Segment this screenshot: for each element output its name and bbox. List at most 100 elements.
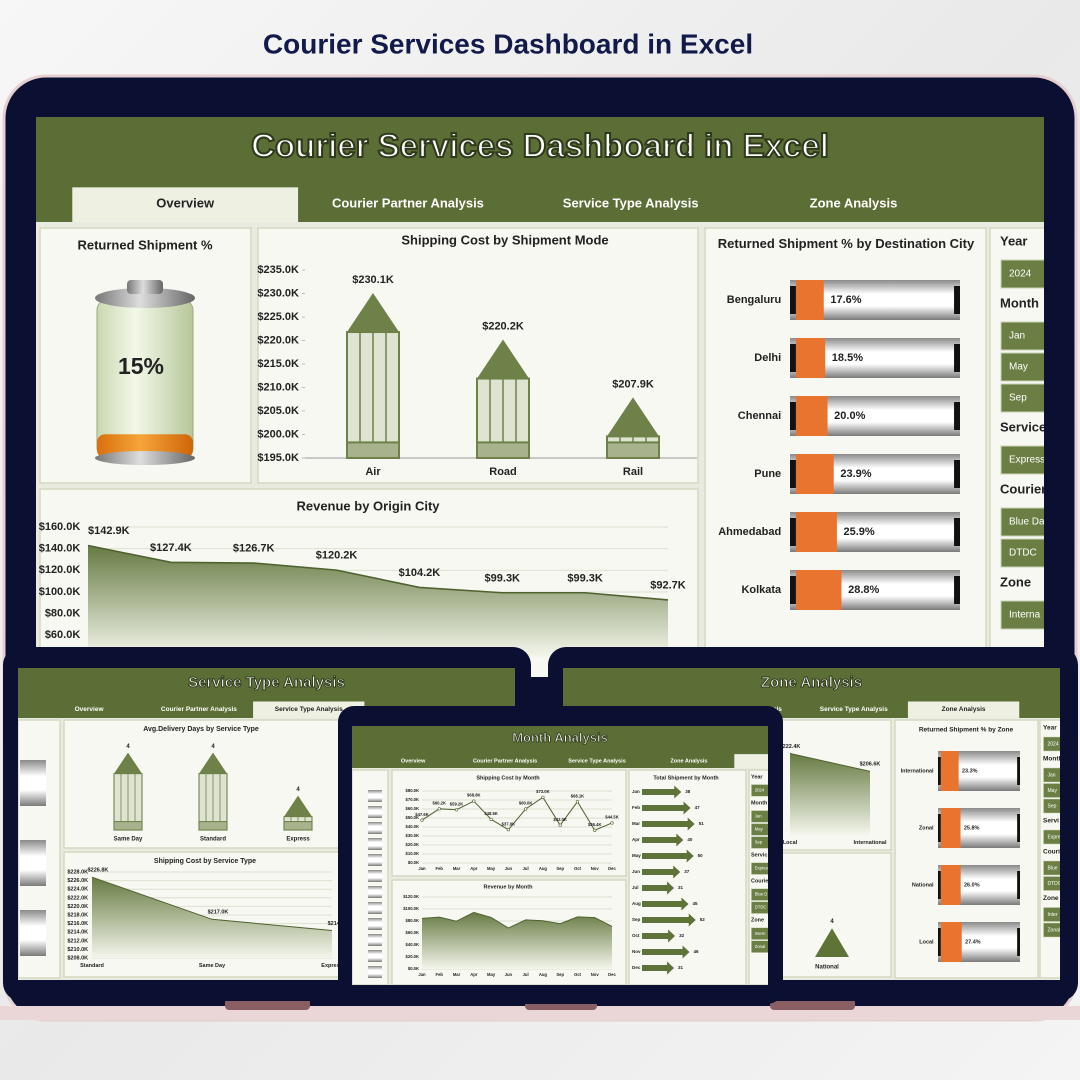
tab[interactable]: Courier Partner Analysis	[473, 758, 537, 764]
slicer-item[interactable]: 2024	[1048, 741, 1059, 747]
slicer-button[interactable]	[1043, 767, 1074, 783]
slicer-item[interactable]: Inter	[1048, 912, 1058, 918]
slicer-button[interactable]	[1043, 783, 1074, 798]
slicer-button[interactable]	[1000, 600, 1061, 630]
slicer-button[interactable]	[1000, 352, 1061, 382]
chart-title: Revenue by Origin City	[296, 498, 440, 513]
tab[interactable]: Zone Analysis	[670, 758, 707, 764]
slicer-stub	[368, 934, 382, 946]
slicer-button[interactable]	[751, 810, 776, 823]
slicer-item[interactable]: Intern	[755, 931, 766, 936]
slicer-item[interactable]: Blue	[1048, 865, 1058, 871]
slicer-item[interactable]: Express	[1009, 455, 1045, 466]
arrow-bar	[642, 785, 682, 799]
slicer-button[interactable]	[1043, 736, 1074, 752]
row-label: Chennai	[738, 410, 781, 422]
tab[interactable]: Overview	[156, 196, 215, 211]
x-tick-label: Standard	[200, 837, 226, 843]
slicer-button[interactable]	[1000, 538, 1061, 568]
slicer-item[interactable]: Blue D	[755, 892, 768, 897]
tab[interactable]: Overview	[401, 758, 426, 764]
bar	[795, 454, 834, 494]
slicer-button[interactable]	[1000, 507, 1061, 537]
row-label: International	[901, 768, 934, 774]
slicer-item[interactable]: Expres	[755, 866, 768, 871]
slicer-item[interactable]: Sep	[1048, 803, 1057, 809]
slicer-item[interactable]: DTDC	[1009, 548, 1037, 559]
tab[interactable]: Courier Partner Analysis	[332, 196, 484, 211]
tab[interactable]: Zone Analysis	[942, 706, 986, 713]
data-label: 4	[296, 787, 300, 793]
slicer-button[interactable]	[1043, 876, 1074, 891]
tab[interactable]: Courier Partner Analysis	[161, 706, 237, 713]
line	[421, 796, 613, 831]
tab[interactable]: Service Type Analysis	[568, 758, 625, 764]
slicer-button[interactable]	[1043, 798, 1074, 814]
slicer-item[interactable]: May	[1048, 788, 1058, 794]
slicer-button[interactable]	[751, 823, 776, 836]
pencil-base	[476, 441, 530, 459]
x-tick-label: National	[815, 965, 839, 971]
x-tick-label: Sep	[556, 972, 564, 977]
slicer-stub	[368, 790, 382, 802]
data-label: 25.8%	[964, 825, 980, 831]
slicer-item[interactable]: Expre	[1048, 834, 1061, 840]
bar	[940, 808, 961, 848]
tab[interactable]: Service Type Analysis	[820, 706, 888, 713]
y-tick-label: $214.0K	[67, 930, 88, 936]
y-tick-label: $208.0K	[67, 955, 88, 961]
data-label: $217.0K	[208, 910, 229, 916]
data-label: 23.9%	[840, 468, 871, 480]
y-tick-label: $80.0K	[45, 608, 81, 620]
slicer-item[interactable]: Blue Da	[1009, 517, 1045, 528]
slicer-button[interactable]	[751, 901, 776, 914]
slicer-button[interactable]	[751, 888, 776, 901]
slicer-item[interactable]: May	[755, 827, 764, 832]
slicer-stub	[368, 918, 382, 930]
row-label: Pune	[754, 468, 781, 480]
slicer-button[interactable]	[1000, 321, 1061, 351]
slicer-button[interactable]	[1043, 860, 1074, 876]
arrow-bar	[642, 929, 676, 943]
slicer-item[interactable]: Interna	[1009, 610, 1041, 621]
slicer-button[interactable]	[751, 927, 776, 940]
slicer-stub	[20, 760, 46, 806]
slicer-item[interactable]: Zonal	[755, 944, 766, 949]
y-tick-label: $20.0K	[406, 954, 420, 959]
slicer-button[interactable]	[1000, 445, 1061, 475]
slicer-item[interactable]: Sep	[1009, 393, 1027, 404]
slicer-button[interactable]	[1000, 383, 1061, 413]
line	[789, 753, 871, 772]
line	[421, 911, 613, 929]
tab[interactable]: Zone Analysis	[810, 196, 898, 211]
slicer-item[interactable]: 2024	[755, 788, 765, 793]
row-label: Ahmedabad	[718, 526, 781, 538]
data-label: $47.6K	[415, 812, 429, 817]
tab[interactable]: Service Type Analysis	[275, 706, 343, 713]
tab[interactable]: Overview	[75, 706, 105, 713]
slicer-item[interactable]: DTDC	[1048, 881, 1062, 887]
slicer-item[interactable]: Jan	[1009, 331, 1025, 342]
slicer-button[interactable]	[751, 862, 776, 875]
slicer-button[interactable]	[751, 836, 776, 849]
slicer-button[interactable]	[751, 784, 776, 797]
tab[interactable]: Service Type Analysis	[563, 196, 699, 211]
data-label: $68.1K	[571, 793, 585, 798]
slicer-button[interactable]	[1043, 907, 1074, 922]
slicer-item[interactable]: Jan	[755, 814, 762, 819]
row-label: Oct	[632, 933, 640, 938]
slicer-item[interactable]: Zonal	[1048, 927, 1061, 933]
track-cap	[938, 757, 941, 785]
slicer-item[interactable]: DTDC	[755, 905, 767, 910]
x-tick-label: Aug	[539, 972, 548, 977]
slicer-button[interactable]	[1043, 922, 1074, 938]
data-label: 47	[695, 805, 701, 810]
slicer-item[interactable]: Sep	[755, 840, 763, 845]
slicer-button[interactable]	[1000, 259, 1061, 289]
slicer-button[interactable]	[751, 940, 776, 953]
slicer-item[interactable]: 2024	[1009, 269, 1032, 280]
x-tick-label: Standard	[80, 963, 104, 969]
slicer-button[interactable]	[1043, 829, 1074, 845]
slicer-item[interactable]: May	[1009, 362, 1028, 373]
slicer-item[interactable]: Jan	[1048, 772, 1056, 778]
